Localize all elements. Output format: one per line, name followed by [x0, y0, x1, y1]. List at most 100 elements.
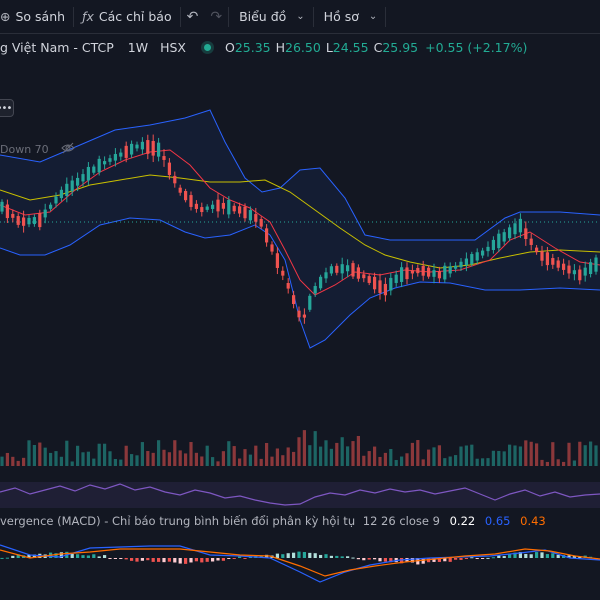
volume-bar — [470, 444, 474, 466]
symbol-name[interactable]: g Việt Nam - CTCP — [0, 39, 114, 55]
volume-bar — [394, 460, 398, 466]
candle-body — [481, 250, 485, 256]
volume-bar — [491, 450, 495, 466]
volume-bar — [86, 451, 90, 466]
volume-bar — [475, 458, 479, 466]
macd-histogram-bar — [232, 558, 236, 559]
candle-body — [22, 217, 26, 226]
candle-body — [589, 262, 593, 274]
redo-icon[interactable]: ↷ — [210, 8, 223, 25]
candle-body — [265, 228, 269, 243]
toolbar-divider — [179, 6, 181, 27]
compare-label: So sánh — [15, 9, 66, 24]
macd-histogram-bar — [205, 558, 209, 562]
candle-body — [146, 140, 150, 154]
volume-bar — [292, 451, 296, 466]
candle-body — [11, 213, 15, 218]
volume-bar — [81, 452, 85, 466]
volume-bar — [108, 451, 112, 466]
candle-body — [167, 162, 171, 175]
chevron-down-icon: ⌄ — [296, 11, 305, 22]
candle-body — [200, 207, 204, 213]
change-value: +0.55 (+2.17%) — [425, 39, 528, 55]
candle-body — [556, 260, 560, 268]
volume-bar — [157, 440, 161, 466]
candle-body — [383, 283, 387, 296]
low-value: 24.55 — [332, 39, 369, 55]
timeframe-label[interactable]: 1W — [127, 39, 149, 55]
candle-body — [16, 216, 20, 225]
histogram-value: 0.43 — [520, 514, 546, 528]
chart-type-label: Biểu đồ — [239, 9, 287, 24]
volume-bar — [97, 443, 101, 466]
macd-histogram-bar — [5, 557, 9, 559]
candle-body — [211, 204, 215, 209]
volume-bar — [49, 452, 53, 466]
plus-circle-icon: ⊕ — [0, 9, 11, 24]
macd-title: vergence (MACD) - Chỉ báo trung bình biế… — [0, 514, 356, 528]
indicators-button[interactable]: ƒx Các chỉ báo — [74, 0, 180, 34]
candle-body — [491, 239, 495, 250]
macd-histogram — [0, 551, 598, 565]
candle-body — [76, 177, 80, 186]
volume-bar — [38, 442, 42, 466]
undo-icon[interactable]: ↶ — [186, 8, 199, 25]
macd-histogram-bar — [567, 555, 571, 558]
compare-button[interactable]: ⊕ So sánh — [0, 0, 73, 34]
macd-histogram-bar — [54, 553, 58, 558]
volume-bar — [562, 461, 566, 466]
candle-body — [324, 272, 328, 279]
templates-dropdown[interactable]: Hồ sơ ⌄ — [314, 0, 386, 34]
exchange-label: HSX — [160, 39, 186, 55]
volume-bar — [270, 456, 274, 466]
volume-bar — [540, 459, 544, 466]
volume-bar — [11, 456, 15, 466]
top-toolbar: ⊕ So sánh ƒx Các chỉ báo ↶ ↷ Biểu đồ ⌄ H… — [0, 0, 600, 34]
candle-body — [437, 271, 441, 279]
macd-histogram-bar — [319, 554, 323, 558]
candle-body — [297, 310, 301, 318]
volume-bar — [410, 442, 414, 466]
macd-histogram-bar — [540, 552, 544, 558]
candle-body — [38, 212, 42, 228]
macd-histogram-bar — [221, 558, 225, 561]
volume-bar — [578, 441, 582, 466]
volume-bar — [189, 442, 193, 466]
macd-histogram-bar — [491, 557, 495, 559]
candle-body — [572, 270, 576, 275]
volume-bar — [459, 446, 463, 466]
candle-body — [329, 266, 333, 274]
macd-histogram-bar — [340, 556, 344, 558]
candle-body — [113, 154, 117, 161]
bollinger-indicator-label[interactable]: Down 70 — [0, 142, 75, 157]
candle-body — [32, 217, 36, 225]
candle-body — [178, 187, 182, 193]
more-options-button[interactable]: ••• — [0, 99, 14, 117]
volume-bar — [275, 448, 279, 466]
candle-body — [432, 270, 436, 277]
volume-bar — [70, 461, 74, 466]
volume-bar — [362, 455, 366, 466]
macd-histogram-bar — [356, 558, 360, 560]
volume-bar — [124, 445, 128, 466]
macd-histogram-bar — [475, 558, 479, 559]
volume-bar — [524, 440, 528, 466]
candle-body — [27, 217, 31, 225]
volume-bar — [167, 452, 171, 466]
fx-icon: ƒx — [82, 9, 94, 24]
macd-histogram-bar — [464, 558, 468, 559]
volume-bar — [335, 442, 339, 466]
volume-bar — [227, 441, 231, 466]
macd-histogram-bar — [130, 558, 134, 561]
volume-bar — [43, 447, 47, 466]
macd-histogram-bar — [410, 558, 414, 563]
candle-body — [140, 141, 144, 150]
candle-body — [270, 244, 274, 252]
candle-body — [400, 267, 404, 282]
eye-slash-icon[interactable] — [60, 142, 75, 157]
macd-histogram-bar — [184, 558, 188, 564]
macd-legend[interactable]: vergence (MACD) - Chỉ báo trung bình biế… — [0, 514, 546, 528]
candle-body — [421, 265, 425, 276]
chart-type-dropdown[interactable]: Biểu đồ ⌄ — [229, 0, 313, 34]
